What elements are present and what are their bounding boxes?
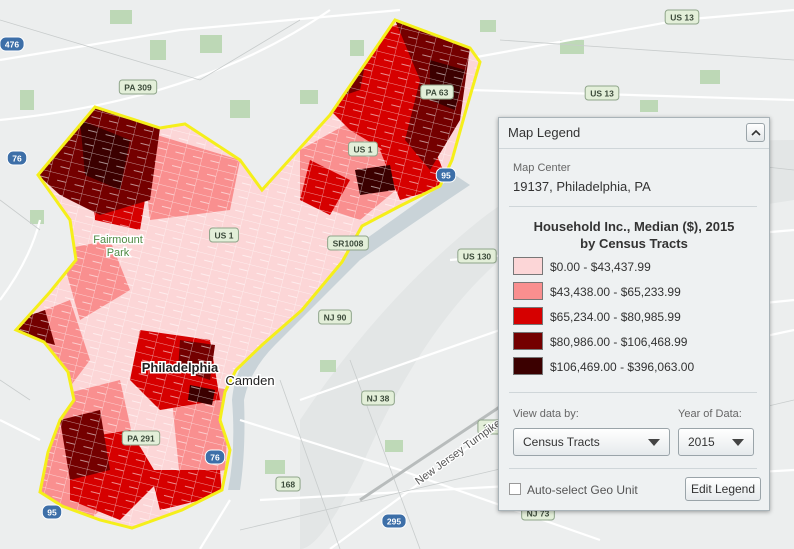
shield-label: SR1008 bbox=[333, 239, 364, 249]
separator bbox=[509, 206, 757, 207]
shield-bg bbox=[664, 9, 700, 25]
shield-label: 95 bbox=[47, 508, 57, 518]
legend-subtitle: by Census Tracts bbox=[580, 236, 688, 251]
shield-bg bbox=[420, 84, 454, 100]
park-label: Park bbox=[107, 247, 130, 259]
legend-label: $80,986.00 - $106,468.99 bbox=[550, 335, 688, 349]
shield-bg bbox=[348, 141, 378, 157]
shield-bg bbox=[327, 235, 369, 251]
shield-label: US 13 bbox=[590, 89, 614, 99]
shield-label: US 13 bbox=[670, 13, 694, 23]
shield-label: PA 63 bbox=[426, 88, 449, 98]
legend-swatch bbox=[513, 332, 543, 350]
shield-label: 76 bbox=[210, 453, 220, 463]
auto-select-checkbox[interactable] bbox=[509, 483, 521, 495]
collapse-button[interactable] bbox=[746, 123, 765, 142]
road-shield: NJ 38 bbox=[361, 390, 395, 406]
shield-label: 76 bbox=[12, 154, 22, 164]
shield-label: US 130 bbox=[463, 252, 492, 262]
shield-bg bbox=[457, 248, 497, 264]
shield-bg bbox=[6, 150, 28, 166]
road-shield: NJ 90 bbox=[318, 309, 352, 325]
shield-label: 95 bbox=[441, 171, 451, 181]
shield-bg bbox=[209, 227, 239, 243]
shield-label: US 1 bbox=[354, 145, 373, 155]
shield-label: PA 291 bbox=[127, 434, 155, 444]
road-shield: PA 291 bbox=[121, 430, 161, 446]
separator bbox=[509, 392, 757, 393]
legend-label: $43,438.00 - $65,233.99 bbox=[550, 285, 681, 299]
map-center-label: Map Center bbox=[513, 162, 571, 174]
road-shield: SR1008 bbox=[327, 235, 369, 251]
road-label: New Jersey Turnpike bbox=[413, 418, 503, 488]
year-label: Year of Data: bbox=[678, 408, 742, 420]
shield-bg bbox=[0, 36, 25, 52]
shield-label: PA 309 bbox=[124, 83, 152, 93]
legend-swatch bbox=[513, 357, 543, 375]
road-shield: US 13 bbox=[664, 9, 700, 25]
road-shield: 168 bbox=[275, 476, 301, 492]
park-label: Fairmount bbox=[93, 234, 143, 246]
edit-legend-button[interactable]: Edit Legend bbox=[685, 477, 761, 501]
shield-label: 295 bbox=[387, 517, 401, 527]
shield-label: US 1 bbox=[215, 231, 234, 241]
shield-bg bbox=[435, 167, 457, 183]
road-shield: US 130 bbox=[457, 248, 497, 264]
road-shield: 95 bbox=[41, 504, 63, 520]
place-label: Camden bbox=[225, 373, 274, 388]
shield-bg bbox=[121, 430, 161, 446]
legend-header: Map Legend bbox=[499, 118, 769, 149]
legend-panel: Map Legend Map Center 19137, Philadelphi… bbox=[498, 117, 770, 511]
legend-label: $0.00 - $43,437.99 bbox=[550, 260, 651, 274]
shield-label: 168 bbox=[281, 480, 295, 490]
road-shield: 295 bbox=[381, 513, 407, 529]
legend-title: Household Inc., Median ($), 2015 bbox=[533, 219, 735, 234]
shield-label: NJ 73 bbox=[527, 509, 550, 519]
shield-label: NJ 38 bbox=[367, 394, 390, 404]
legend-label: $65,234.00 - $80,985.99 bbox=[550, 310, 681, 324]
shield-bg bbox=[118, 79, 158, 95]
shield-label: 476 bbox=[5, 40, 19, 50]
year-select[interactable]: 2015 bbox=[678, 428, 754, 456]
place-label: Philadelphia bbox=[142, 360, 219, 375]
road-shield: US 1 bbox=[348, 141, 378, 157]
legend-swatch bbox=[513, 307, 543, 325]
road-shield: PA 63 bbox=[420, 84, 454, 100]
shield-label: 130 bbox=[483, 423, 497, 433]
road-shield: US 1 bbox=[209, 227, 239, 243]
road-shield: 476 bbox=[0, 36, 25, 52]
legend-swatch bbox=[513, 282, 543, 300]
map-center: 19137, Philadelphia, PA bbox=[513, 179, 651, 194]
road-shield: 95 bbox=[435, 167, 457, 183]
view-by-select[interactable]: Census Tracts bbox=[513, 428, 670, 456]
shield-bg bbox=[584, 85, 620, 101]
view-by-value: Census Tracts bbox=[523, 435, 600, 449]
shield-bg bbox=[361, 390, 395, 406]
shield-bg bbox=[41, 504, 63, 520]
road-shield: PA 309 bbox=[118, 79, 158, 95]
road-shield: 76 bbox=[6, 150, 28, 166]
shield-bg bbox=[275, 476, 301, 492]
road-shield: US 13 bbox=[584, 85, 620, 101]
road-shield: 76 bbox=[204, 449, 226, 465]
shield-bg bbox=[204, 449, 226, 465]
year-value: 2015 bbox=[688, 435, 715, 449]
legend-label: $106,469.00 - $396,063.00 bbox=[550, 360, 695, 374]
shield-bg bbox=[381, 513, 407, 529]
legend-swatch bbox=[513, 257, 543, 275]
shield-label: NJ 90 bbox=[324, 313, 347, 323]
auto-select-label: Auto-select Geo Unit bbox=[527, 483, 638, 497]
shield-bg bbox=[318, 309, 352, 325]
view-by-label: View data by: bbox=[513, 408, 579, 420]
separator bbox=[509, 468, 757, 469]
